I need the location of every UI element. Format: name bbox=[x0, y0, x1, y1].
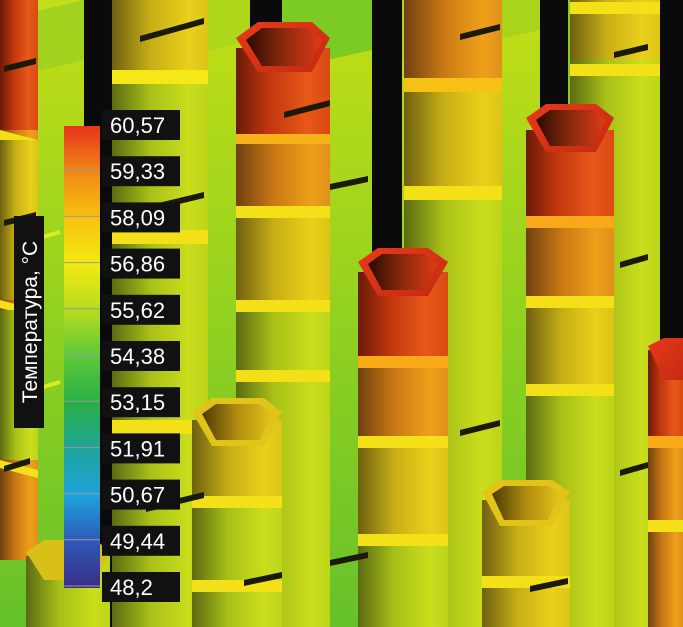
colorbar-tick-box bbox=[102, 110, 180, 140]
colorbar-tick-label: 53,15 bbox=[110, 390, 165, 415]
colorbar-ticks: 60,57 59,33 58,09 56,86 55,62 54,38 53,15 51,91… bbox=[64, 110, 180, 602]
colorbar-tick-label: 55,62 bbox=[110, 298, 165, 323]
colorbar-title-group: Температура, °C bbox=[14, 216, 44, 428]
colorbar-tick-label: 58,09 bbox=[110, 205, 165, 230]
colorbar-tick-box bbox=[102, 387, 180, 418]
colorbar-tick-label: 50,67 bbox=[110, 483, 165, 508]
colorbar-tick-box bbox=[102, 341, 180, 371]
colorbar-tick-box bbox=[102, 248, 180, 279]
colorbar-tick-label: 48,2 bbox=[110, 575, 153, 600]
colorbar-tick-label: 51,91 bbox=[110, 436, 165, 461]
fin-column-hot-1 bbox=[236, 22, 330, 627]
colorbar-tick-box bbox=[102, 294, 180, 325]
colorbar-tick-label: 54,38 bbox=[110, 344, 165, 369]
colorbar-tick-box bbox=[102, 479, 180, 510]
colorbar-tick-label: 49,44 bbox=[110, 529, 165, 554]
fin-column-hot-right bbox=[648, 338, 683, 627]
colorbar-tick-box bbox=[102, 202, 180, 233]
colorbar-legend: 60,57 59,33 58,09 56,86 55,62 54,38 53,15 51,91… bbox=[14, 110, 180, 602]
colorbar-tick-label: 60,57 bbox=[110, 113, 165, 138]
colorbar-tick-box bbox=[102, 433, 180, 464]
colorbar-tick-box bbox=[102, 572, 180, 602]
fin-column-front-1 bbox=[192, 398, 282, 627]
colorbar-tick-box bbox=[102, 156, 180, 187]
fin-column-front-2 bbox=[482, 480, 570, 627]
colorbar-gradient bbox=[64, 126, 100, 588]
fin-column-hot-3 bbox=[358, 248, 448, 627]
colorbar-tick-label: 56,86 bbox=[110, 252, 165, 277]
colorbar-title: Температура, °C bbox=[19, 241, 42, 403]
colorbar-tick-box bbox=[102, 525, 180, 556]
colorbar-tick-label: 59,33 bbox=[110, 159, 165, 184]
